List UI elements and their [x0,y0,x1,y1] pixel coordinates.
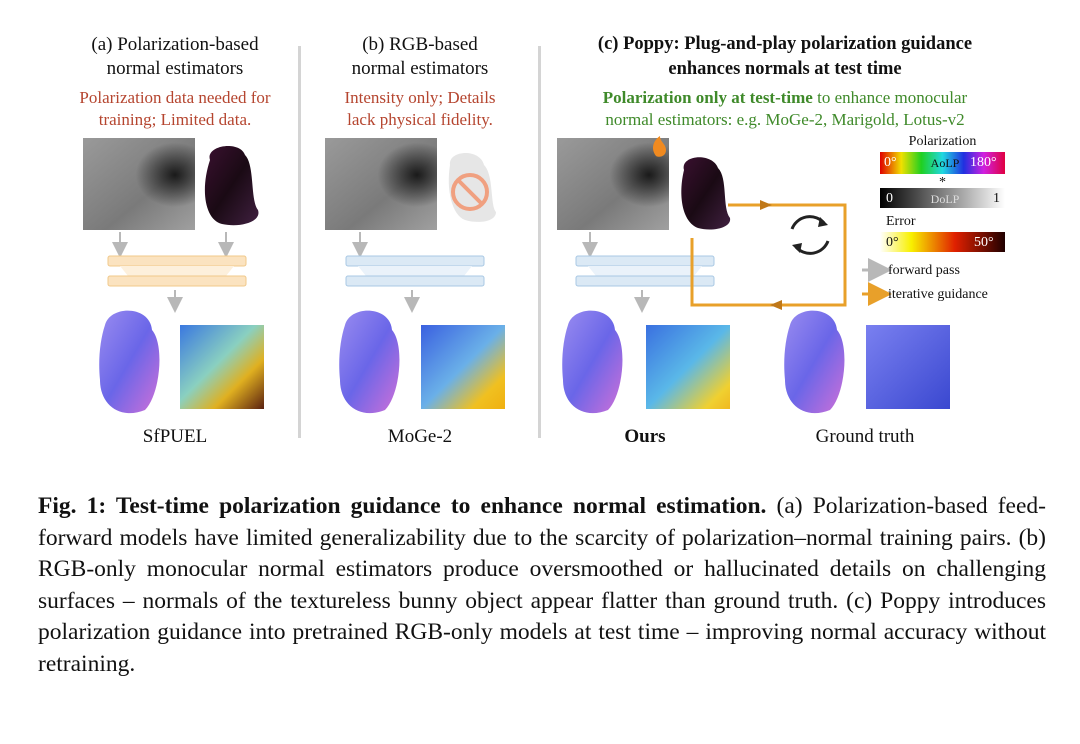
network-block-a-top [107,255,247,267]
gt-normal-bunny [784,310,845,414]
legend-dolp-max: 1 [993,191,1000,206]
caption-text: (a) Polarization-based feed-forward mode… [38,493,1046,677]
panel-c-header-line1: (c) Poppy: Plug-and-play polarization gu… [597,34,973,54]
panel-a-graphics [83,138,264,414]
panel-c-note-line1: Polarization only at test-time to enhanc… [545,87,1025,109]
legend-polarization-title: Polarization [908,134,977,149]
fire-icon [653,136,666,157]
panel-b-header-line1: (b) RGB-based [362,34,478,55]
no-entry-icon [451,173,489,211]
panel-a-header-line2: normal estimators [106,58,244,79]
panel-b-header: (b) RGB-based normal estimators [305,33,535,81]
error-map-b [421,325,505,409]
panel-c-gt-label: Ground truth [815,426,915,447]
legend-star: * [939,175,946,190]
gt-normal-map [866,325,950,409]
panel-b-header-line2: normal estimators [351,58,489,79]
legend-aolp-min: 0° [884,155,897,170]
panel-c-method-label: Ours [624,426,666,447]
normal-bunny-c [562,310,623,414]
cycle-icon [790,215,830,255]
guidance-loop [690,203,847,307]
error-map-a [180,325,264,409]
network-block-c-bottom [575,275,715,287]
figure-graphics [83,136,1005,414]
network-block-b-bottom [345,275,485,287]
panel-b-method-label: MoGe-2 [387,426,453,447]
panel-c-note: Polarization only at test-time to enhanc… [545,87,1025,131]
panel-b-graphics [325,138,505,414]
normal-bunny-a [99,310,160,414]
panel-b-note: Intensity only; Details lack physical fi… [305,87,535,131]
panel-a-note-line2: training; Limited data. [98,110,252,129]
network-block-b-top [345,255,485,267]
error-map-c [646,325,730,409]
panel-c-note-bold: Polarization only at test-time [602,88,813,107]
panel-a-note: Polarization data needed for training; L… [40,87,310,131]
legend-error-title: Error [886,214,916,229]
figure-caption: Fig. 1: Test-time polarization guidance … [38,491,1046,680]
panel-a-method-label: SfPUEL [142,426,208,447]
panel-a-header: (a) Polarization-based normal estimators [50,33,300,81]
panel-b-note-line1: Intensity only; Details [344,88,496,107]
legend-error-max: 50° [974,235,994,250]
legend-aolp-max: 180° [970,155,997,170]
network-block-a-bottom [107,275,247,287]
crossed-bunny-b [448,152,496,222]
legend-error-min: 0° [886,235,899,250]
normal-bunny-b [339,310,400,414]
panel-c-graphics [557,136,950,414]
panel-c-note-line2: normal estimators: e.g. MoGe-2, Marigold… [605,110,965,129]
legend-graphics [862,152,1005,306]
separator-bc [538,46,541,438]
legend-dolp-name: DoLP [930,192,960,206]
legend-iterative-guidance: iterative guidance [888,287,988,302]
legend-dolp-min: 0 [886,191,893,206]
legend-forward-pass: forward pass [888,263,960,278]
legend-aolp-name: AoLP [930,156,960,170]
polarization-bunny-c [681,157,731,230]
panel-c-header: (c) Poppy: Plug-and-play polarization gu… [545,32,1025,82]
panel-c-header-line2: enhances normals at test time [668,59,902,79]
caption-fig-label: Fig. 1: Test-time polarization guidance … [38,493,767,519]
polarization-bunny-a [204,145,259,226]
panel-c-note-rest: to enhance monocular [812,88,968,107]
panel-b-note-line2: lack physical fidelity. [347,110,493,129]
panel-a-header-line1: (a) Polarization-based [91,34,259,55]
panel-a-note-line1: Polarization data needed for [79,88,271,107]
separator-ab [298,46,301,438]
